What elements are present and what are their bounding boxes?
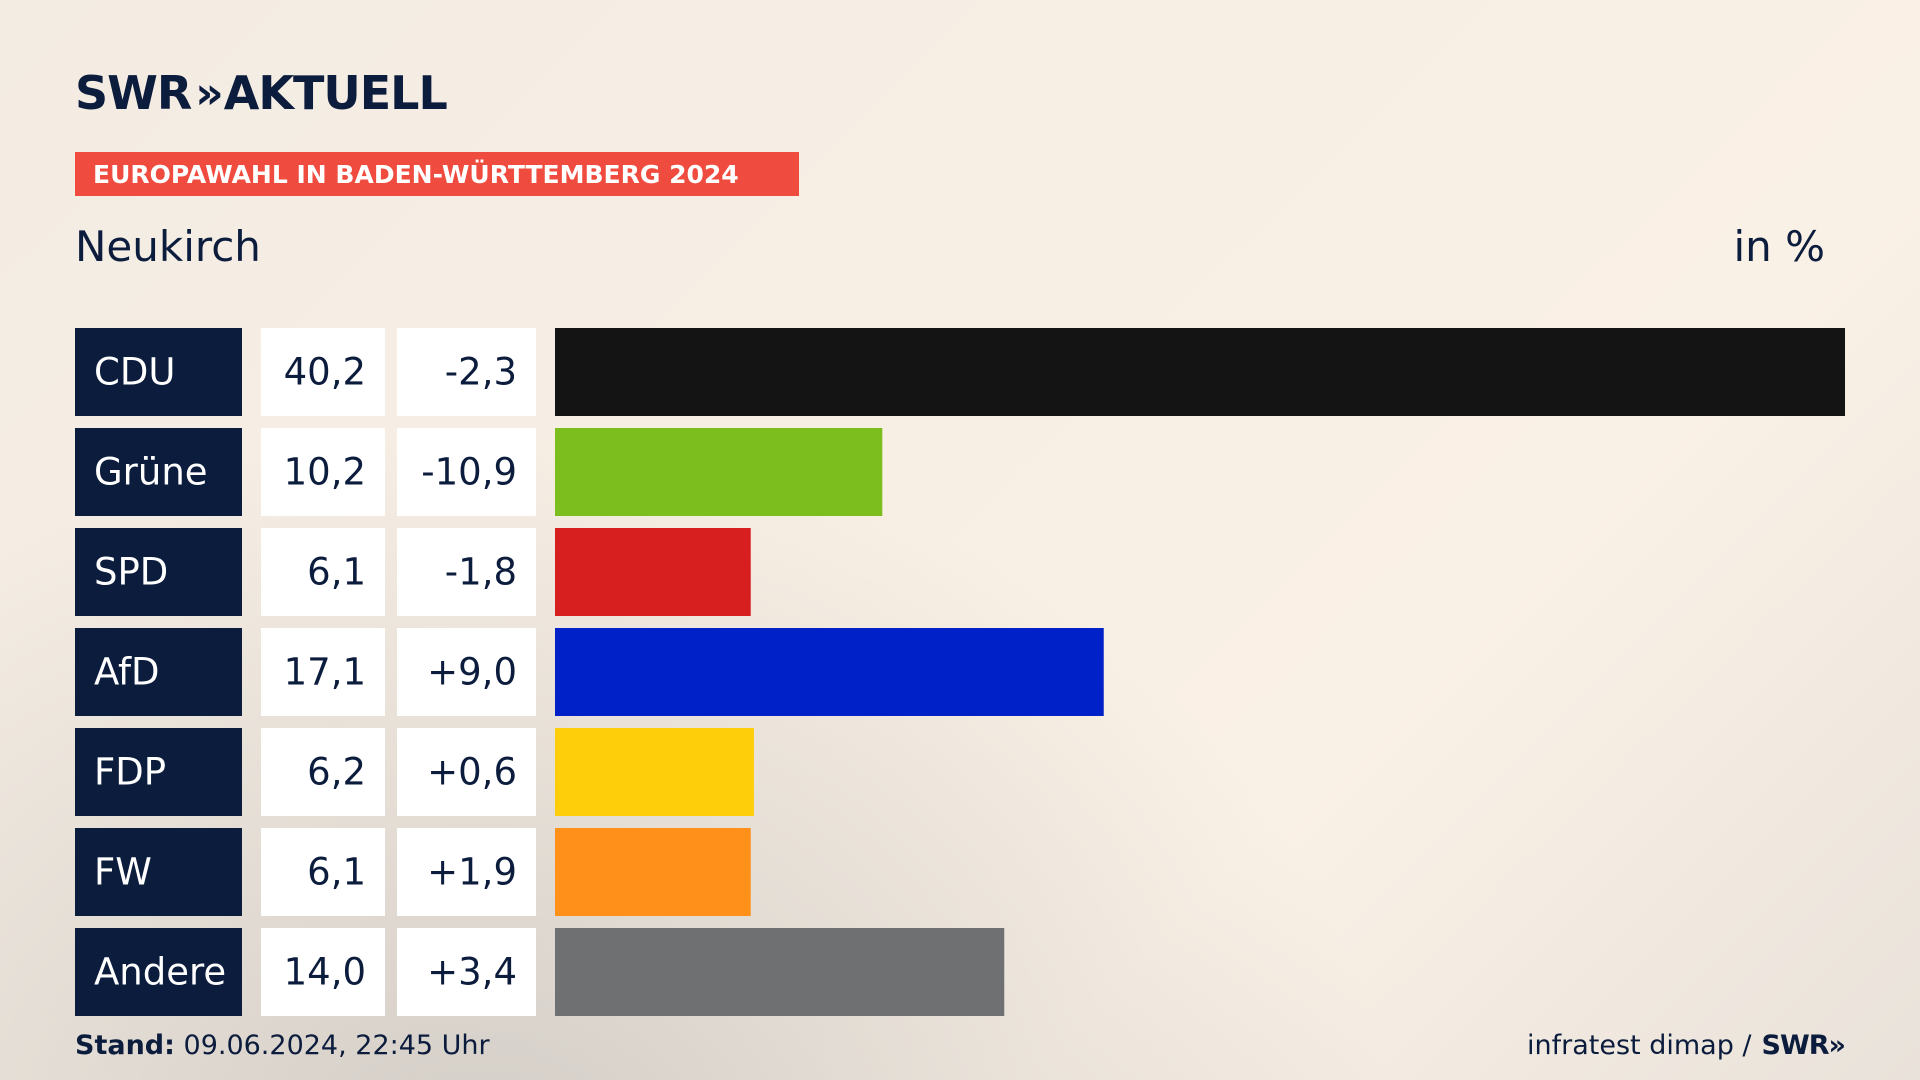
party-label-box [75, 328, 242, 416]
value-label: 40,2 [284, 351, 366, 394]
value-label: 10,2 [284, 451, 366, 494]
change-cell [397, 428, 536, 516]
bar-spd [555, 528, 751, 616]
unit-label: in % [1733, 222, 1825, 271]
value-label: 6,2 [307, 751, 366, 794]
change-label: +9,0 [427, 651, 517, 694]
change-label: -1,8 [445, 551, 517, 594]
party-label-box [75, 528, 242, 616]
party-label-box [75, 828, 242, 916]
change-cell [397, 728, 536, 816]
value-label: 14,0 [284, 951, 366, 994]
value-cell [261, 828, 385, 916]
swr-aktuell-logo: SWR » AKTUELL [75, 66, 448, 120]
source-text: infratest dimap / [1527, 1030, 1752, 1061]
change-label: +1,9 [427, 851, 517, 894]
value-cell [261, 728, 385, 816]
party-label: SPD [94, 551, 168, 594]
value-cell [261, 428, 385, 516]
value-cell [261, 328, 385, 416]
change-label: +0,6 [427, 751, 517, 794]
party-label-box [75, 628, 242, 716]
bar-fw [555, 828, 751, 916]
party-label: AfD [94, 651, 160, 694]
bar-cdu [555, 328, 1845, 416]
party-label: Andere [94, 951, 226, 994]
change-cell [397, 528, 536, 616]
change-label: -2,3 [445, 351, 517, 394]
party-label: FDP [94, 751, 166, 794]
bar-grüne [555, 428, 883, 516]
change-cell [397, 928, 536, 1016]
bar-andere [555, 928, 1005, 1016]
logo-brand: SWR [75, 66, 192, 120]
logo-text: AKTUELL [223, 66, 448, 120]
election-banner: EUROPAWAHL IN BADEN-WÜRTTEMBERG 2024 [75, 152, 799, 196]
change-cell [397, 628, 536, 716]
source-credit: infratest dimap / SWR» [1527, 1030, 1846, 1061]
party-label-box [75, 728, 242, 816]
change-label: -10,9 [421, 451, 517, 494]
value-label: 6,1 [307, 551, 366, 594]
change-label: +3,4 [427, 951, 517, 994]
source-logo: SWR» [1761, 1030, 1846, 1061]
value-label: 6,1 [307, 851, 366, 894]
region-title: Neukirch [75, 222, 261, 271]
bar-fdp [555, 728, 754, 816]
stand-value: 09.06.2024, 22:45 Uhr [183, 1030, 490, 1061]
party-label: CDU [94, 351, 175, 394]
party-label: Grüne [94, 451, 208, 494]
value-label: 17,1 [284, 651, 366, 694]
party-label-box [75, 428, 242, 516]
party-label-box [75, 928, 242, 1016]
value-cell [261, 928, 385, 1016]
bar-afd [555, 628, 1104, 716]
value-cell [261, 528, 385, 616]
party-label: FW [94, 851, 152, 894]
change-cell [397, 328, 536, 416]
stand-label: Stand: [75, 1030, 175, 1061]
value-cell [261, 628, 385, 716]
change-cell [397, 828, 536, 916]
timestamp: Stand: 09.06.2024, 22:45 Uhr [75, 1030, 490, 1061]
